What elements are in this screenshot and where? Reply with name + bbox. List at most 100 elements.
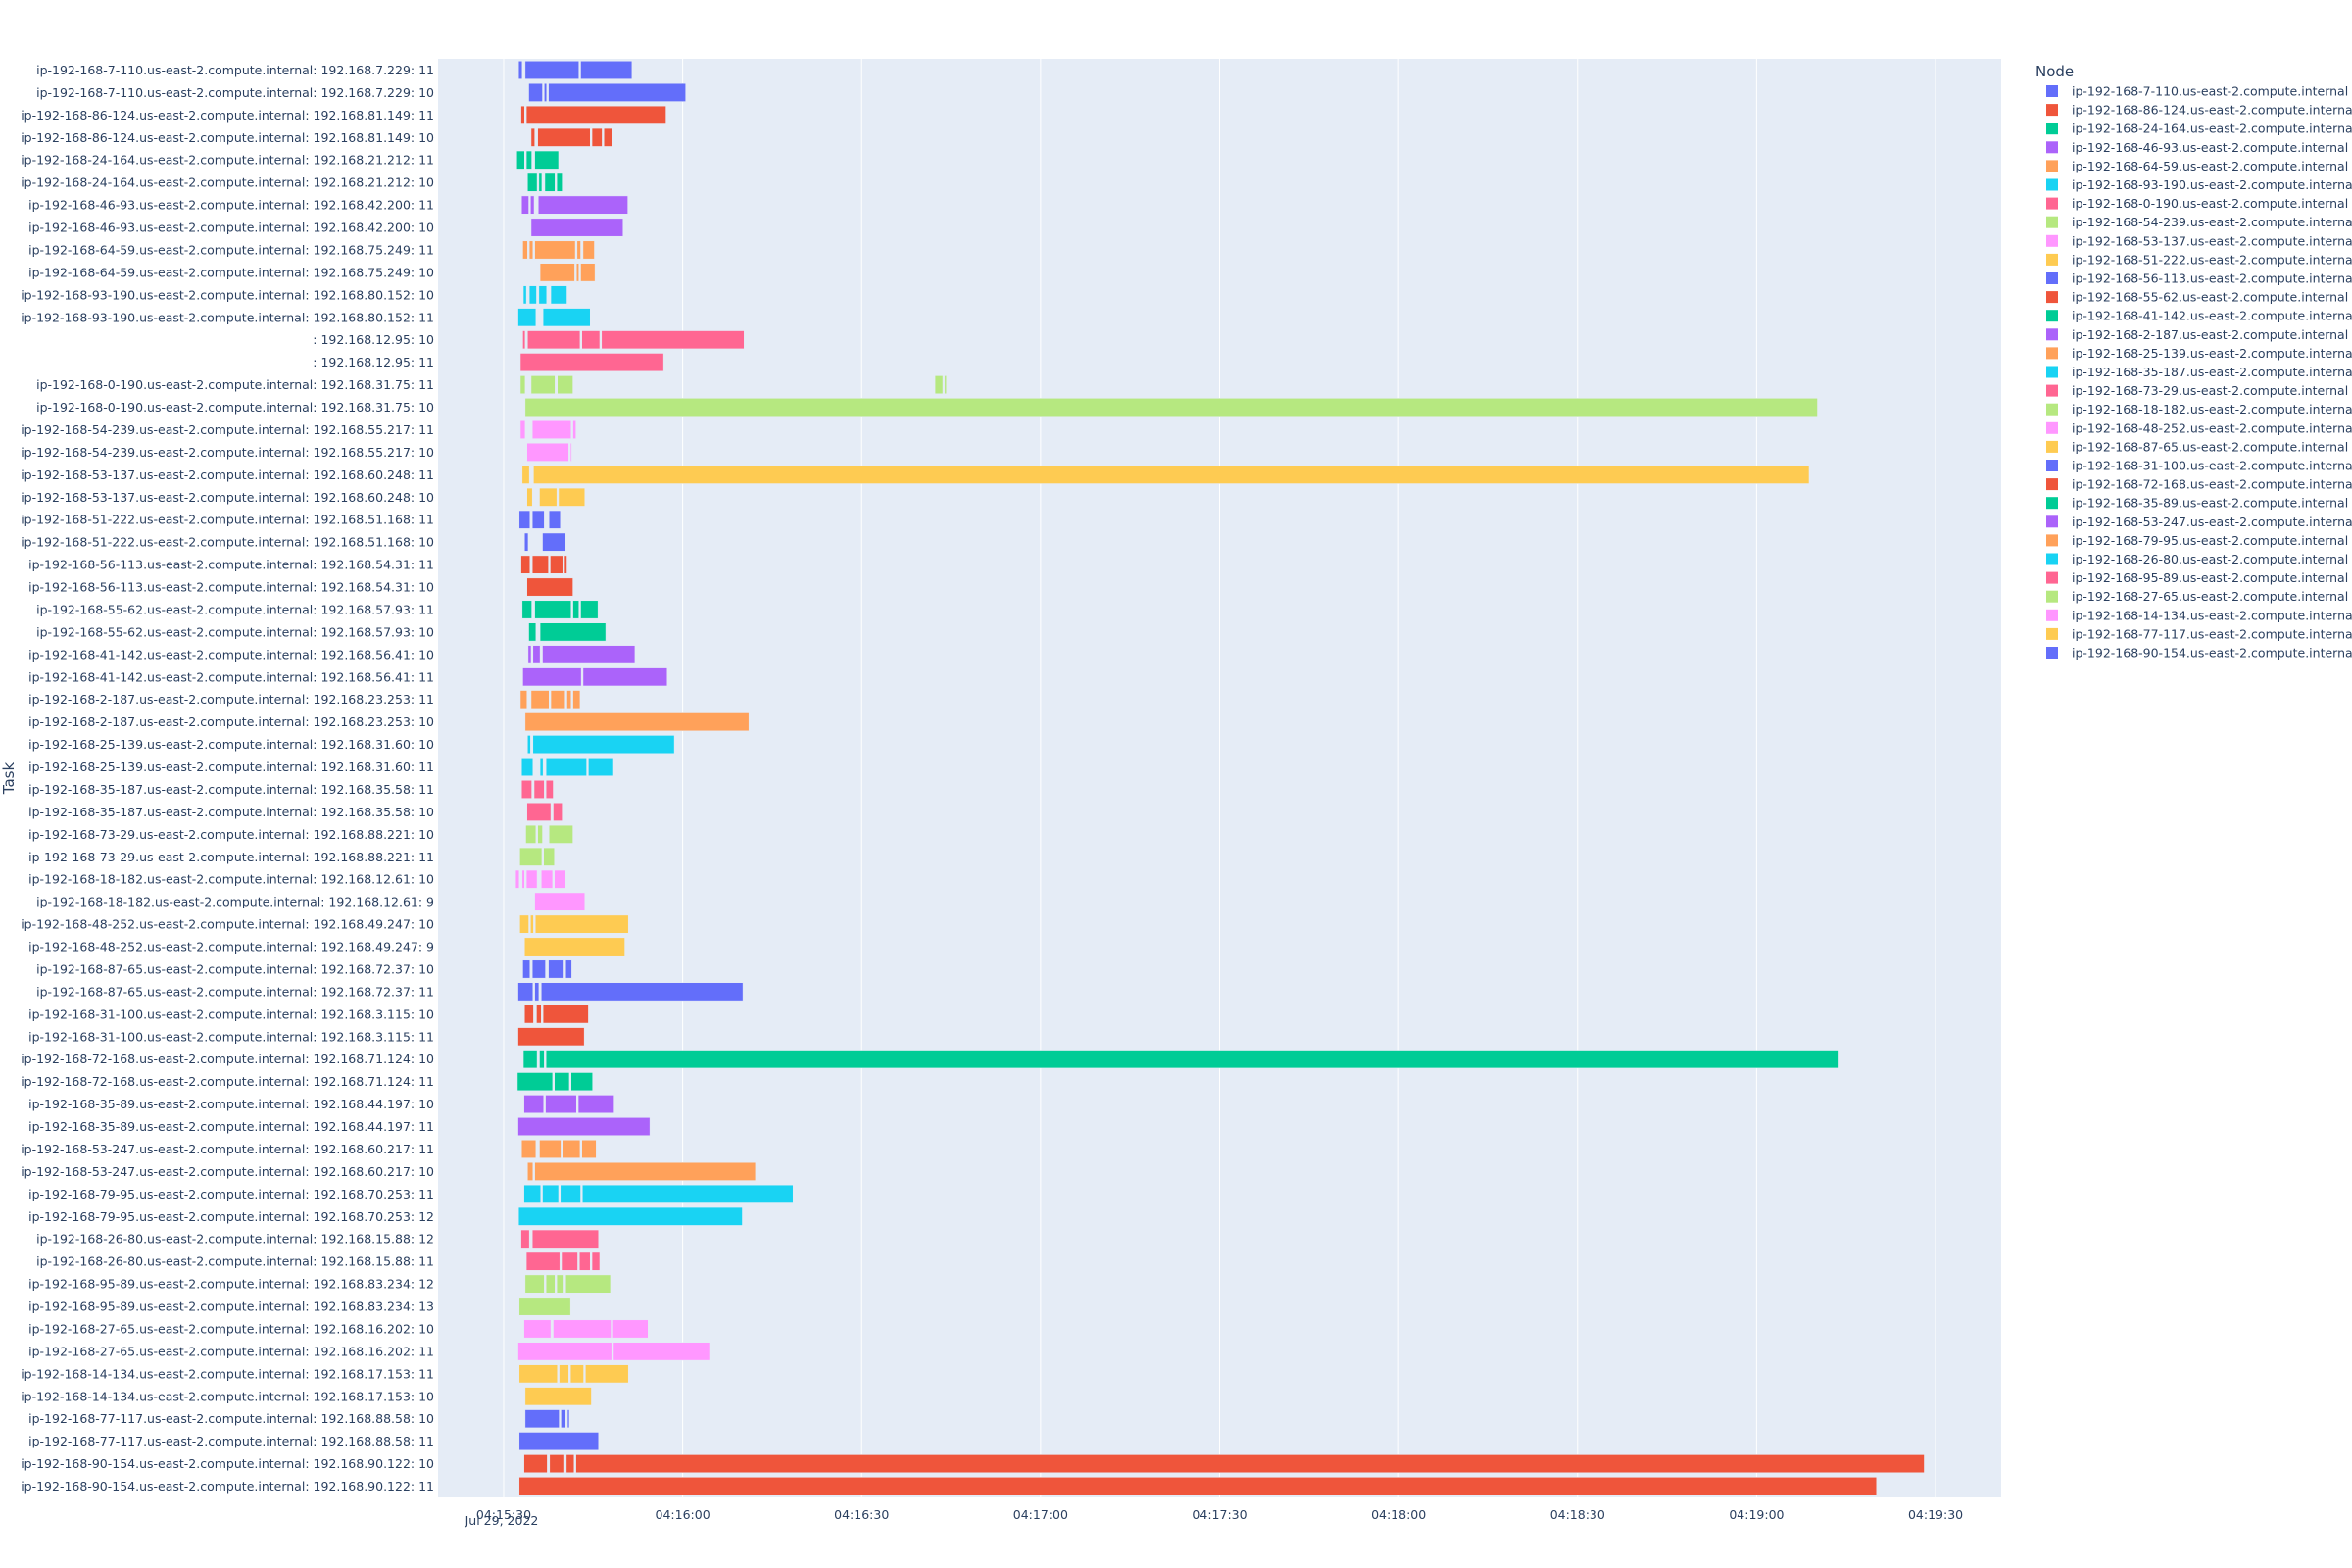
y-tick-label: ip-192-168-64-59.us-east-2.compute.inter… bbox=[28, 265, 434, 279]
task-bar bbox=[520, 195, 529, 215]
task-bar bbox=[520, 758, 534, 776]
y-tick-label: ip-192-168-14-134.us-east-2.compute.inte… bbox=[21, 1366, 434, 1381]
y-tick-label: ip-192-168-77-117.us-east-2.compute.inte… bbox=[28, 1411, 434, 1426]
x-tick-label: 04:16:30 bbox=[834, 1507, 889, 1522]
task-bar bbox=[550, 690, 565, 710]
y-tick-label: ip-192-168-93-190.us-east-2.compute.inte… bbox=[21, 310, 434, 324]
y-tick-label: ip-192-168-56-113.us-east-2.compute.inte… bbox=[28, 558, 434, 572]
y-tick-label: ip-192-168-72-168.us-east-2.compute.inte… bbox=[21, 1074, 434, 1089]
legend-entry: ip-192-168-0-190.us-east-2.compute.inter… bbox=[2072, 196, 2348, 211]
task-bar bbox=[538, 172, 543, 192]
y-tick-label: : 192.168.12.95: 11 bbox=[313, 355, 434, 369]
task-bar bbox=[539, 758, 544, 776]
task-bar bbox=[528, 285, 537, 305]
legend-swatch bbox=[2046, 515, 2058, 528]
x-gridlines bbox=[503, 59, 1936, 1497]
task-bar bbox=[542, 308, 591, 327]
x-tick-label: 04:17:30 bbox=[1192, 1507, 1247, 1522]
legend-swatch bbox=[2046, 253, 2058, 266]
task-bar bbox=[528, 82, 543, 102]
legend-swatch bbox=[2046, 421, 2058, 434]
task-bar bbox=[566, 1409, 570, 1429]
task-bar bbox=[538, 195, 628, 215]
legend-swatch bbox=[2046, 85, 2058, 97]
y-tick-label: ip-192-168-87-65.us-east-2.compute.inter… bbox=[36, 984, 434, 999]
legend-swatch bbox=[2046, 366, 2058, 378]
x-tick-label: 04:16:00 bbox=[656, 1507, 710, 1522]
y-tick-label: ip-192-168-24-164.us-east-2.compute.inte… bbox=[21, 175, 434, 190]
legend-swatch bbox=[2046, 291, 2058, 304]
task-bar bbox=[541, 982, 744, 1002]
task-bar bbox=[541, 869, 554, 889]
y-tick-label: ip-192-168-26-80.us-east-2.compute.inter… bbox=[36, 1232, 434, 1247]
task-bar bbox=[520, 105, 525, 124]
task-bar bbox=[580, 263, 596, 282]
legend-entry: ip-192-168-77-117.us-east-2.compute.inte… bbox=[2072, 626, 2352, 641]
task-bar bbox=[542, 645, 636, 664]
legend-title: Node bbox=[2035, 63, 2074, 80]
y-tick-label: ip-192-168-18-182.us-east-2.compute.inte… bbox=[28, 872, 434, 887]
task-bar bbox=[522, 240, 528, 260]
y-tick-label: ip-192-168-2-187.us-east-2.compute.inter… bbox=[28, 692, 434, 707]
legend-swatch bbox=[2046, 310, 2058, 322]
x-tick-label: 04:18:30 bbox=[1550, 1507, 1605, 1522]
task-bar bbox=[582, 1184, 794, 1203]
task-bar bbox=[564, 555, 567, 574]
task-bar bbox=[522, 285, 527, 305]
task-bar bbox=[523, 1319, 552, 1339]
task-bar bbox=[519, 914, 529, 934]
task-bar bbox=[545, 1274, 556, 1294]
task-bar bbox=[519, 847, 543, 866]
task-bar bbox=[566, 690, 572, 710]
task-bar bbox=[572, 690, 581, 710]
task-bar bbox=[585, 1364, 629, 1384]
task-bar bbox=[528, 240, 534, 260]
task-bar bbox=[517, 61, 523, 79]
legend-swatch bbox=[2046, 440, 2058, 453]
task-bar bbox=[562, 1140, 581, 1158]
y-tick-label: ip-192-168-46-93.us-east-2.compute.inter… bbox=[28, 220, 434, 235]
legend-entry: ip-192-168-53-137.us-east-2.compute.inte… bbox=[2072, 233, 2352, 248]
task-bar bbox=[580, 600, 599, 619]
task-bar bbox=[548, 510, 562, 529]
y-tick-label: ip-192-168-77-117.us-east-2.compute.inte… bbox=[28, 1434, 434, 1448]
task-bar bbox=[530, 914, 534, 934]
y-tick-label: ip-192-168-18-182.us-east-2.compute.inte… bbox=[36, 895, 434, 909]
task-bar bbox=[524, 937, 625, 956]
legend: Node ip-192-168-7-110.us-east-2.compute.… bbox=[2035, 63, 2352, 661]
task-bar bbox=[558, 487, 586, 507]
task-bar bbox=[518, 1297, 571, 1316]
y-tick-label: ip-192-168-25-139.us-east-2.compute.inte… bbox=[28, 760, 434, 774]
task-bar bbox=[576, 240, 581, 260]
task-bar bbox=[517, 982, 534, 1002]
task-bar bbox=[525, 824, 537, 844]
task-bar bbox=[525, 1251, 561, 1271]
task-bar bbox=[527, 1161, 534, 1181]
task-bar bbox=[542, 1004, 589, 1024]
task-bar bbox=[548, 959, 564, 979]
task-bar bbox=[554, 869, 566, 889]
y-tick-label: ip-192-168-72-168.us-east-2.compute.inte… bbox=[21, 1052, 434, 1066]
task-bar bbox=[561, 1409, 566, 1429]
task-bar bbox=[531, 510, 545, 529]
task-bar bbox=[524, 398, 1818, 416]
y-tick-label: ip-192-168-90-154.us-east-2.compute.inte… bbox=[21, 1456, 434, 1471]
task-bar bbox=[527, 645, 532, 664]
task-bar bbox=[531, 959, 546, 979]
y-tick-label: ip-192-168-35-89.us-east-2.compute.inter… bbox=[28, 1119, 434, 1134]
task-bar bbox=[536, 1004, 542, 1024]
legend-swatch bbox=[2046, 216, 2058, 228]
task-bar bbox=[944, 375, 947, 395]
task-bar bbox=[580, 61, 633, 79]
task-bar bbox=[524, 1409, 560, 1429]
task-bar bbox=[554, 1072, 570, 1092]
task-bar bbox=[530, 690, 550, 710]
task-bar bbox=[519, 353, 664, 372]
legend-swatch bbox=[2046, 384, 2058, 397]
task-bar bbox=[545, 758, 587, 776]
legend-swatch bbox=[2046, 403, 2058, 416]
legend-entry: ip-192-168-14-134.us-east-2.compute.inte… bbox=[2072, 608, 2352, 622]
legend-entry: ip-192-168-53-247.us-east-2.compute.inte… bbox=[2072, 514, 2352, 529]
legend-entry: ip-192-168-51-222.us-east-2.compute.inte… bbox=[2072, 252, 2352, 267]
task-bar bbox=[575, 1454, 1925, 1474]
